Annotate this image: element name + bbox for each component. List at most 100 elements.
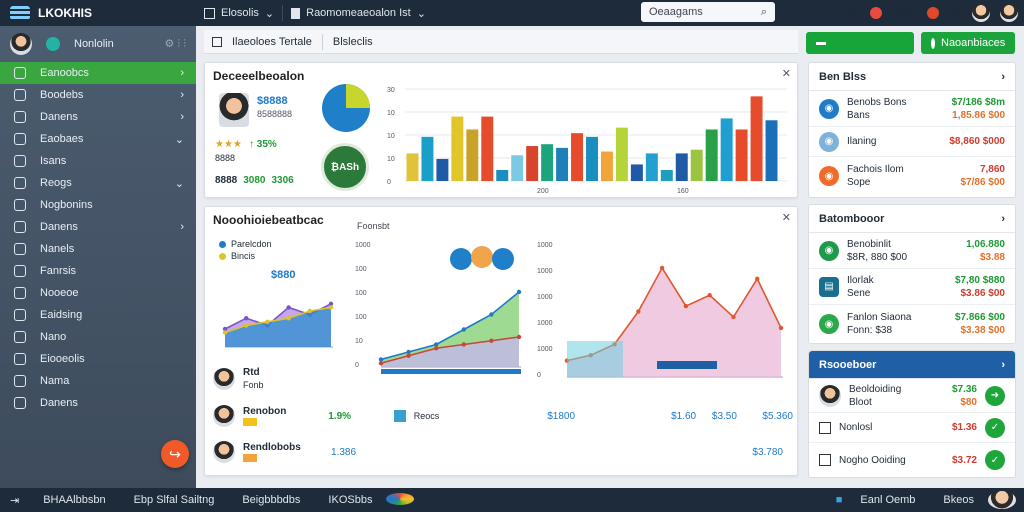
search-icon[interactable]: ⌕ [760, 5, 767, 18]
person-row-2[interactable]: Renobon 1.9% Reocs $1800 $1.60 $3.50 $5.… [213, 405, 793, 427]
sidebar-item[interactable]: Nooeoe [0, 282, 196, 304]
secondary-button[interactable]: Naoanbiaces [921, 32, 1015, 54]
circle-icon: ◉ [819, 131, 839, 152]
chevron-right-icon[interactable]: › [1001, 70, 1005, 83]
chevron-right-icon[interactable]: › [1001, 212, 1005, 225]
value-label: $880 [271, 269, 296, 281]
sidebar-item[interactable]: Reogs ⌄ [0, 172, 196, 194]
sidebar-item[interactable]: Fanrsis [0, 260, 196, 282]
close-icon[interactable]: ✕ [781, 212, 791, 224]
profile-avatar[interactable] [1000, 4, 1018, 22]
bar [615, 127, 628, 181]
status-icon [46, 37, 60, 51]
sidebar-item[interactable]: Eiooeolis [0, 348, 196, 370]
bottom-item-3[interactable]: Beigbbbdbs [242, 494, 301, 506]
top-nav-item-1[interactable]: Elosolis ⌄ [196, 0, 282, 26]
menu-item-icon [14, 397, 26, 409]
toolbar-item-1[interactable]: Ilaeoloes Tertale [232, 35, 312, 48]
alert-icon[interactable] [927, 7, 940, 19]
bar [511, 155, 524, 181]
circle-icon: ◉ [819, 98, 839, 119]
floating-action-button[interactable]: ↪ [161, 440, 189, 468]
clock-icon[interactable]: ◷ [824, 7, 835, 20]
sidebar-item-label: Nooeoe [40, 287, 79, 299]
card-header[interactable]: Ben Blss › [809, 63, 1015, 91]
avatar[interactable] [213, 368, 235, 390]
right-card-1: Ben Blss › ◉ Benobs Bons Bans $7/186 $8m 1,… [808, 62, 1016, 198]
sidebar-item-label: Eiooeolis [40, 353, 85, 365]
bottom-item-2[interactable]: Ebp Slfal Sailtng [133, 494, 215, 506]
list-item[interactable]: Nogho Ooiding $3.72 ✓ [809, 443, 1015, 477]
color-wheel-icon[interactable] [386, 492, 415, 508]
card-header[interactable]: Rsooeboer › [809, 351, 1015, 379]
sidebar-item[interactable]: Danens › [0, 106, 196, 128]
data-point [755, 276, 760, 282]
settings-icon[interactable]: ⚙ ⫶ ⫶ [164, 38, 186, 50]
data-point [265, 319, 270, 324]
chevron-down-icon: ⌄ [264, 7, 275, 20]
bottom-item-1[interactable]: BHAAlbbsbn [43, 494, 106, 506]
list-item[interactable]: ▤ Ilorlak Sene $7,80 $880 $3.86 $00 [809, 269, 1015, 305]
sidebar-item[interactable]: Nano [0, 326, 196, 348]
primary-button[interactable] [806, 32, 914, 54]
check-circle-icon[interactable]: ✓ [985, 450, 1005, 470]
list-item[interactable]: ◉ Ilaning $8,860 $000 [809, 127, 1015, 157]
top-right-item-1[interactable]: Sib [844, 7, 861, 19]
bottom-item-4[interactable]: IKOSbbs [328, 494, 373, 506]
check-circle-icon[interactable]: ✓ [985, 417, 1005, 438]
sidebar-item-label: Reogs [40, 177, 72, 189]
top-right-item-3[interactable]: Sk [949, 7, 962, 19]
user-avatar[interactable] [972, 4, 990, 22]
bottom-right-2[interactable]: Bkeos [943, 494, 974, 506]
document-icon [291, 7, 301, 19]
sidebar-item[interactable]: Boodebs › [0, 84, 196, 106]
sidebar-item[interactable]: Eaidsing [0, 304, 196, 326]
avatar[interactable] [213, 441, 235, 463]
notification-icon[interactable] [870, 7, 883, 19]
folder-icon[interactable]: ■ [835, 494, 843, 506]
status-swatch [243, 418, 257, 426]
top-right-controls: ◷ Sib Eluta Sk [825, 0, 1018, 26]
checkbox-icon[interactable] [212, 36, 222, 47]
list-item[interactable]: ◉ Benobs Bons Bans $7/186 $8m 1,85.86 $00 [809, 91, 1015, 127]
bar [735, 129, 748, 181]
data-point [328, 305, 334, 310]
sidebar-item-label: Danens [40, 111, 78, 123]
sidebar-item[interactable]: Eaobaes ⌄ [0, 128, 196, 150]
bottom-right-1[interactable]: Eanl Oemb [860, 494, 916, 506]
brand[interactable]: LKOKHIS [0, 0, 196, 26]
card-header[interactable]: Batombooor › [809, 205, 1015, 233]
chevron-right-icon[interactable]: › [1001, 358, 1005, 371]
logout-icon[interactable]: ⇥ [10, 494, 20, 507]
sidebar-item[interactable]: Nanels [0, 238, 196, 260]
data-point [489, 312, 494, 317]
profile-photo [219, 93, 249, 127]
data-point [222, 326, 228, 332]
sidebar-item[interactable]: Isans [0, 150, 196, 172]
toolbar-item-2[interactable]: Blsleclis [332, 35, 373, 48]
list-item[interactable]: Beoldoiding Bloot $7.36 $80 ➜ [809, 379, 1015, 413]
area-fill [381, 337, 519, 367]
avatar[interactable] [213, 405, 235, 427]
avatar[interactable] [10, 33, 32, 55]
sidebar-item[interactable]: Nogbonins [0, 194, 196, 216]
person-row-3[interactable]: Rendlobobs 1.386 $3.780 [213, 441, 793, 463]
close-icon[interactable]: ✕ [781, 68, 791, 80]
bar [421, 136, 434, 181]
user-avatar[interactable] [988, 491, 1016, 509]
search-input[interactable]: Oeaagams ⌕ [641, 2, 775, 22]
list-item[interactable]: ◉ Fanlon Siaona Fonn: $38 $7.866 $00 $3.38… [809, 305, 1015, 343]
sidebar-item[interactable]: Nama [0, 370, 196, 392]
y-tick-label: 1000 [537, 346, 553, 353]
top-right-item-2[interactable]: Eluta [892, 7, 918, 19]
sidebar-item[interactable]: Eanoobcs › [0, 62, 196, 84]
top-nav-item-2[interactable]: Raomomeaeoalon Ist ⌄ [283, 0, 434, 26]
sidebar-item[interactable]: Danens [0, 392, 196, 414]
list-item[interactable]: ◉ Benobinlit $8R, 880 $00 1,06.880 $3.88 [809, 233, 1015, 269]
list-item[interactable]: ◉ Fachois Ilom Sope 7,860 $7/86 $00 [809, 157, 1015, 195]
sidebar-item[interactable]: Danens › [0, 216, 196, 238]
person-row-1: Rtd Fonb [213, 367, 264, 391]
y-tick-label: 1000 [537, 320, 553, 327]
arrow-circle-icon[interactable]: ➜ [985, 385, 1005, 406]
list-item[interactable]: Nonlosl $1.36 ✓ [809, 413, 1015, 443]
